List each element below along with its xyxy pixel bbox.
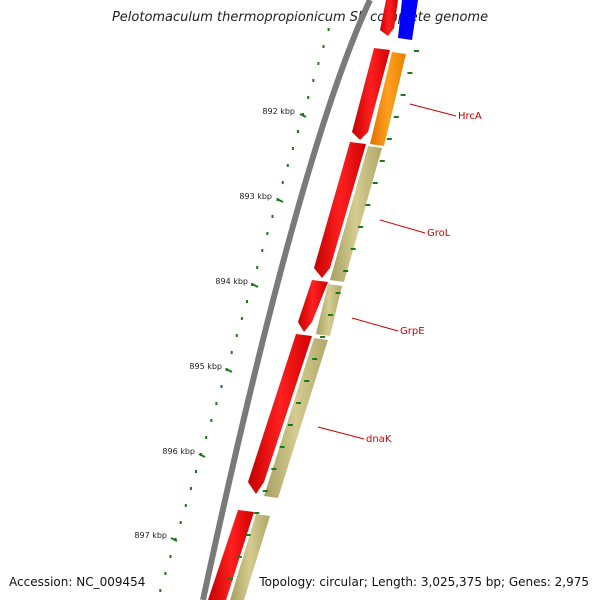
outer-tick bbox=[262, 490, 268, 492]
outer-tick bbox=[358, 226, 364, 228]
cds-feature[interactable] bbox=[380, 0, 398, 36]
gene-grpE-bar[interactable] bbox=[316, 284, 342, 336]
outer-tick bbox=[372, 182, 378, 184]
gene-track bbox=[230, 0, 418, 600]
scale-major-tick bbox=[276, 198, 284, 203]
gene-hrcA-bar[interactable] bbox=[370, 52, 406, 146]
leader-line-groL bbox=[379, 219, 426, 234]
gene-label-dnaK[interactable]: dnaK bbox=[366, 434, 392, 445]
outer-tick bbox=[296, 402, 302, 404]
scale-major-tick bbox=[170, 537, 178, 542]
outer-tick bbox=[407, 72, 413, 74]
scale-dot bbox=[184, 504, 187, 507]
outer-tick bbox=[350, 248, 356, 250]
cds-feature[interactable] bbox=[248, 334, 312, 494]
genome-backbone bbox=[200, 0, 373, 600]
scale-dot bbox=[322, 45, 325, 48]
scale-dot bbox=[240, 317, 243, 320]
cds-track bbox=[208, 0, 398, 600]
scale-dot bbox=[246, 300, 248, 303]
outer-tick bbox=[312, 358, 318, 360]
scale-dot bbox=[159, 589, 162, 592]
scale-dot bbox=[317, 62, 320, 65]
genome-summary: Topology: circular; Length: 3,025,375 bp… bbox=[259, 575, 589, 589]
outer-tick bbox=[386, 138, 392, 140]
tick-label-896: 896 kbp bbox=[162, 447, 195, 456]
outer-tick bbox=[228, 578, 233, 580]
scale-dot bbox=[281, 181, 284, 184]
gene-groL-bar[interactable] bbox=[330, 146, 382, 282]
scale-major-tick bbox=[225, 368, 233, 373]
scale-labels: 892 kbp 893 kbp 894 kbp 895 kbp 896 kbp … bbox=[134, 107, 295, 540]
scale-dot bbox=[230, 351, 233, 354]
outer-tick bbox=[327, 314, 333, 316]
scale-major-tick bbox=[198, 453, 206, 458]
scale-ticks bbox=[170, 113, 307, 542]
outer-tick bbox=[245, 534, 251, 536]
outer-tick-marks bbox=[228, 50, 419, 580]
scale-dot bbox=[210, 419, 213, 422]
gene-feature[interactable] bbox=[230, 514, 270, 600]
cds-feature[interactable] bbox=[314, 142, 366, 278]
scale-dot bbox=[179, 521, 182, 524]
tick-label-892: 892 kbp bbox=[262, 107, 295, 116]
outer-tick bbox=[335, 292, 341, 294]
leader-line-hrcA bbox=[409, 103, 457, 117]
cds-feature[interactable] bbox=[298, 280, 328, 332]
outer-tick bbox=[271, 468, 277, 470]
outer-tick bbox=[304, 380, 310, 382]
scale-dot bbox=[189, 487, 192, 490]
outer-tick bbox=[393, 116, 399, 118]
gene-label-grpE[interactable]: GrpE bbox=[400, 326, 425, 337]
scale-dot bbox=[215, 402, 218, 405]
scale-dot bbox=[291, 147, 294, 150]
blue-feature[interactable] bbox=[398, 0, 418, 40]
accession-text: Accession: NC_009454 bbox=[9, 575, 146, 589]
outer-tick bbox=[236, 556, 242, 558]
scale-major-tick bbox=[251, 283, 259, 288]
tick-label-897: 897 kbp bbox=[134, 531, 167, 540]
outer-tick bbox=[365, 204, 371, 206]
scale-dot bbox=[195, 470, 197, 473]
leader-line-dnaK bbox=[317, 426, 365, 440]
tick-label-895: 895 kbp bbox=[189, 362, 222, 371]
scale-dot bbox=[169, 555, 172, 558]
scale-dot bbox=[235, 334, 238, 337]
scale-dot bbox=[261, 249, 264, 252]
cds-feature[interactable] bbox=[352, 48, 390, 140]
gene-label-groL[interactable]: GroL bbox=[427, 228, 451, 239]
gene-dnaK-bar[interactable] bbox=[264, 338, 328, 498]
outer-tick bbox=[320, 336, 326, 338]
scale-dot bbox=[271, 215, 274, 218]
scale-dot bbox=[327, 28, 330, 31]
tick-label-893: 893 kbp bbox=[239, 192, 272, 201]
gene-labels: HrcA GroL GrpE dnaK bbox=[317, 103, 482, 445]
scale-dot bbox=[307, 96, 310, 99]
scale-major-tick bbox=[299, 113, 307, 118]
cds-feature[interactable] bbox=[208, 510, 254, 600]
scale-dot bbox=[266, 232, 269, 235]
scale-dot bbox=[312, 79, 315, 82]
leader-line-grpE bbox=[351, 317, 399, 332]
outer-tick bbox=[414, 50, 419, 52]
outer-tick bbox=[379, 160, 385, 162]
scale-dot bbox=[164, 572, 167, 575]
tick-label-894: 894 kbp bbox=[215, 277, 248, 286]
outer-tick bbox=[254, 512, 260, 514]
outer-tick bbox=[279, 446, 285, 448]
gene-label-hrcA[interactable]: HrcA bbox=[458, 111, 482, 122]
outer-tick bbox=[343, 270, 349, 272]
scale-dot bbox=[256, 266, 259, 269]
scale-dot bbox=[205, 436, 208, 439]
scale-dot bbox=[297, 130, 299, 133]
scale-dot bbox=[220, 385, 223, 388]
outer-tick bbox=[400, 94, 406, 96]
outer-tick bbox=[287, 424, 293, 426]
scale-dot bbox=[286, 164, 289, 167]
